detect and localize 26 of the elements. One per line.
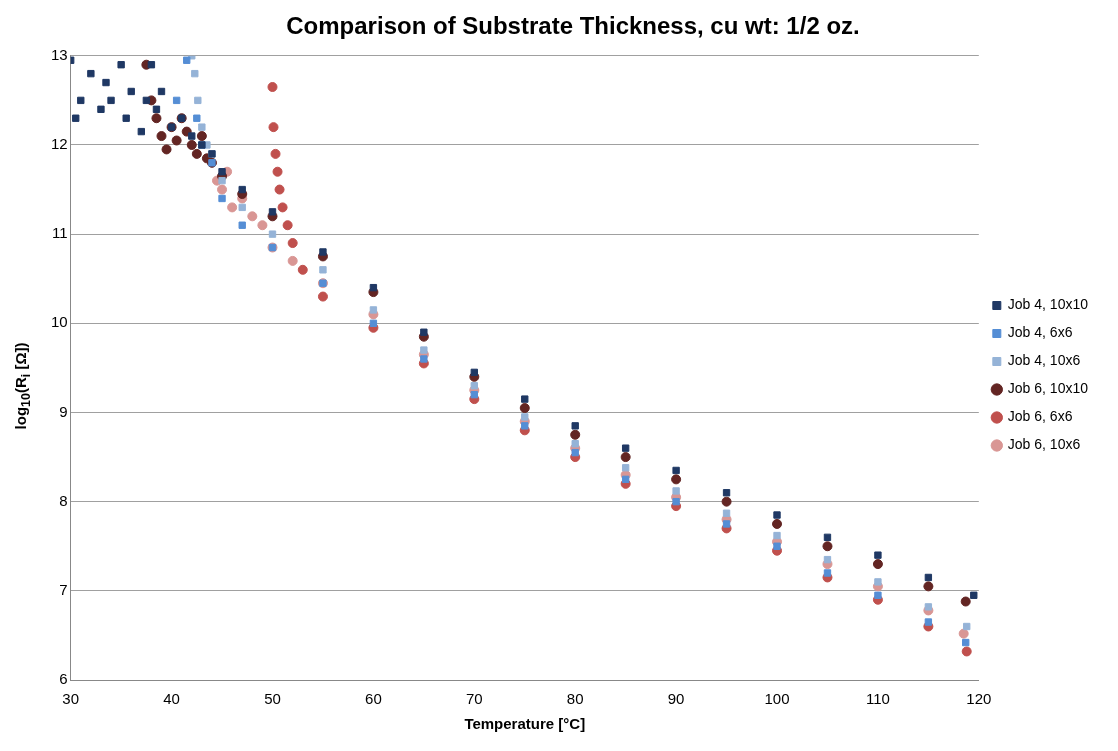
x-tick-label: 100 [764,690,790,708]
legend-label: Job 4, 10x6 [1007,352,1081,369]
y-tick-label: 12 [51,135,68,153]
x-tick-label: 60 [365,690,382,708]
x-tick-label: 30 [62,690,80,708]
x-tick-label: 80 [566,690,584,708]
y-tick-label: 11 [52,224,68,242]
chart-title: Comparison of Substrate Thickness, cu wt: 1/2 oz. [286,12,860,40]
x-tick-label: 120 [966,690,992,708]
legend-label: Job 6, 6x6 [1007,408,1073,425]
x-tick-label: 50 [264,690,281,708]
x-tick-label: 70 [465,690,483,708]
legend-label: Job 6, 10x6 [1007,436,1081,453]
y-tick-label: 9 [59,402,68,420]
legend-label: Job 6, 10x10 [1007,380,1089,397]
x-tick-label: 40 [163,690,180,708]
legend-label: Job 4, 6x6 [1007,324,1073,341]
x-axis-title: Temperature [°C] [464,715,586,733]
y-tick-label: 10 [51,313,68,331]
x-tick-label: 90 [667,690,685,708]
x-tick-label: 110 [865,690,890,708]
y-tick-label: 6 [59,670,68,688]
legend-label: Job 4, 10x10 [1007,296,1089,313]
y-tick-label: 7 [59,580,68,598]
y-tick-label: 8 [59,491,68,509]
y-tick-label: 13 [51,45,68,63]
